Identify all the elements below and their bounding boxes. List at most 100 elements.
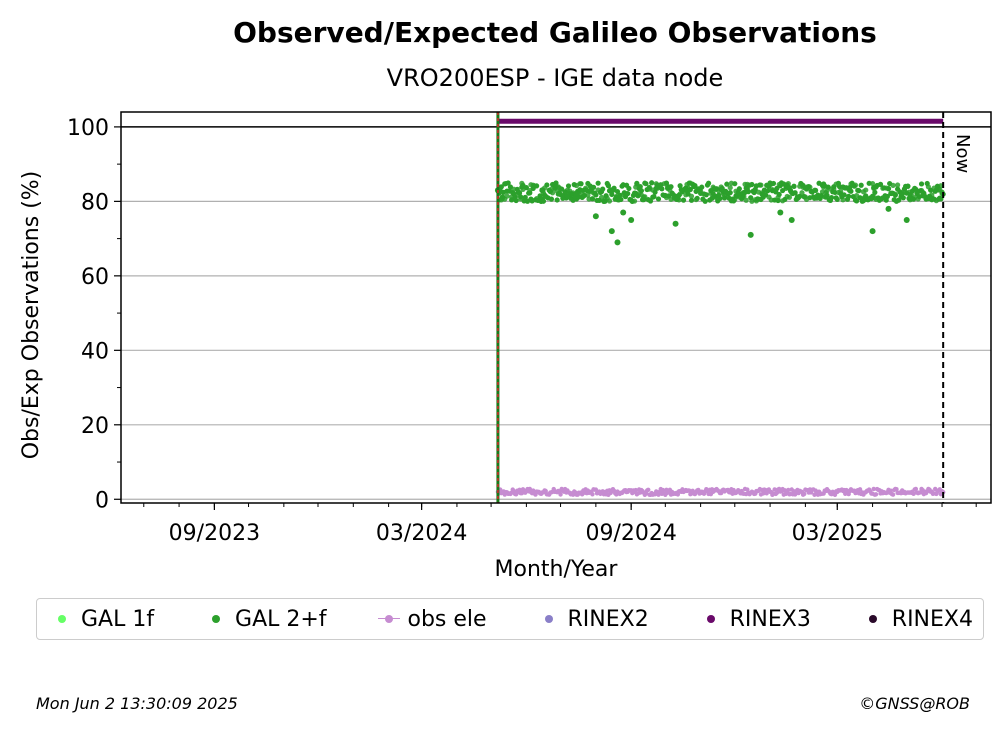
footer-timestamp: Mon Jun 2 13:30:09 2025 <box>36 694 238 713</box>
gal2f-point <box>578 181 584 187</box>
gal2f-point <box>884 193 890 200</box>
gal2f-point <box>631 198 638 204</box>
gal2f-point <box>618 196 624 203</box>
obs-ele-point <box>633 487 638 493</box>
gal2f-point <box>736 186 742 192</box>
gal2f-point <box>890 182 896 188</box>
gal2f-outlier-point <box>628 216 635 223</box>
gal2f-point <box>651 194 657 200</box>
gal2f-point <box>534 183 540 189</box>
gal2f-outlier-point <box>672 220 679 227</box>
time-markers: Now <box>496 112 973 503</box>
gal2f-point <box>504 193 510 199</box>
legend-marker-icon <box>205 614 227 624</box>
gal2f-point <box>834 196 840 203</box>
obs-ele-point <box>857 487 863 492</box>
gal2f-point <box>688 193 695 199</box>
gal2f-point <box>705 180 712 186</box>
gal2f-point <box>593 192 599 198</box>
y-axis-label: Obs/Exp Observations (%) <box>19 171 44 460</box>
gal2f-point <box>858 182 864 188</box>
obs-ele-point <box>696 487 701 493</box>
gal2f-outlier-point <box>573 190 580 197</box>
gal2f-point <box>792 190 798 196</box>
gal2f-point <box>638 188 645 194</box>
gal2f-point <box>626 185 632 192</box>
legend-marker-icon <box>51 614 73 624</box>
gal2f-point <box>516 190 523 196</box>
gal2f-point <box>791 183 797 190</box>
gal2f-outlier-point <box>885 205 892 212</box>
gal2f-point <box>852 182 859 188</box>
gal2f-point <box>900 195 906 201</box>
gal2f-point <box>611 185 617 191</box>
gal2f-point <box>637 184 643 190</box>
obs-ele-point <box>646 487 651 492</box>
legend-marker-icon <box>538 614 560 624</box>
gal2f-point <box>869 180 876 187</box>
gal2f-point <box>698 188 704 194</box>
gal2f-point <box>840 197 846 203</box>
legend-item: obs ele <box>377 607 487 632</box>
legend-item: GAL 1f <box>51 607 154 632</box>
legend-label: RINEX2 <box>567 606 649 632</box>
plot-frame <box>120 111 992 504</box>
gal2f-point <box>743 197 749 203</box>
obs-ele-point <box>772 487 777 492</box>
gal2f-point <box>589 196 596 202</box>
x-tick-label: 09/2023 <box>169 521 260 546</box>
gal2f-point <box>505 180 511 186</box>
gal2f-point <box>540 198 547 204</box>
now-label: Now <box>952 134 973 173</box>
gal2f-point <box>590 184 597 190</box>
legend-marker-icon <box>862 614 884 624</box>
legend-item: RINEX3 <box>700 607 811 632</box>
obs-ele-point <box>913 486 919 492</box>
legend-label: GAL 2+f <box>235 606 327 632</box>
gal2f-point <box>659 186 665 192</box>
gal2f-outlier-point <box>869 228 876 235</box>
chart-svg: Observed/Expected Galileo Observations V… <box>19 16 992 582</box>
gal2f-point <box>647 198 654 204</box>
gal2f-point <box>727 185 733 191</box>
legend: GAL 1f GAL 2+f obs ele RINEX2 RINEX3 RIN… <box>36 598 984 640</box>
gal2f-point <box>724 181 730 187</box>
gal2f-point <box>885 186 892 192</box>
gal2f-point <box>649 180 655 186</box>
obs-ele-point <box>802 491 807 497</box>
y-tick-label: 40 <box>81 339 109 364</box>
gal2f-outlier-point <box>620 209 627 216</box>
gal2f-point <box>877 181 884 187</box>
gal2f-point <box>687 186 693 193</box>
obs-ele-point <box>888 488 893 493</box>
obs-ele-point <box>873 492 879 497</box>
gal2f-point <box>749 181 755 188</box>
obs-ele-point <box>517 487 522 493</box>
gal2f-point <box>655 196 662 202</box>
gal2f-point <box>776 191 782 198</box>
gal2f-point <box>765 188 771 194</box>
gal2f-point <box>770 180 777 187</box>
gal2f-point <box>549 190 556 196</box>
gal2f-point <box>625 190 631 197</box>
gal2f-outlier-point <box>777 209 784 216</box>
gal2f-point <box>899 191 905 197</box>
gal2f-point <box>595 180 601 186</box>
y-tick-label: 20 <box>81 414 109 439</box>
gal2f-point <box>694 195 700 201</box>
gal2f-point <box>785 180 791 187</box>
gal2f-point <box>680 197 687 203</box>
gal2f-point <box>606 198 613 204</box>
gal2f-outlier-point <box>747 231 754 238</box>
obs-ele-point <box>894 487 899 492</box>
gal2f-point <box>813 187 819 194</box>
obs-ele-point <box>593 487 599 492</box>
x-tick-label: 09/2024 <box>585 521 676 546</box>
gal2f-outlier-point <box>539 187 546 194</box>
gal2f-point <box>668 184 674 190</box>
gal2f-point <box>565 183 572 189</box>
gal2f-point <box>609 191 615 198</box>
gal2f-point <box>824 192 830 198</box>
gal2f-point <box>732 181 738 187</box>
gal2f-outlier-point <box>608 228 615 235</box>
